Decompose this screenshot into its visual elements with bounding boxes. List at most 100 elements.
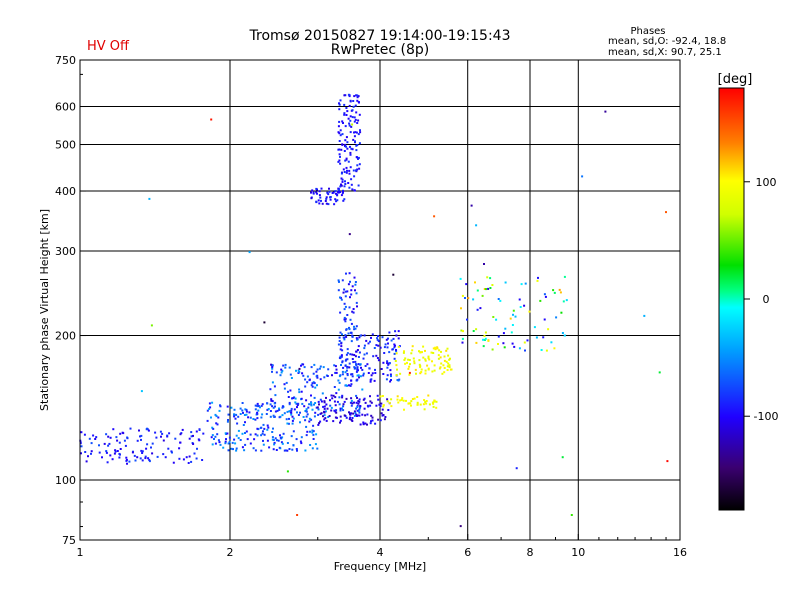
echo-point — [419, 403, 422, 406]
echo-point — [257, 409, 260, 412]
echo-point — [424, 359, 427, 362]
echo-point — [553, 347, 556, 350]
echo-point — [504, 327, 507, 330]
echo-point — [344, 305, 347, 308]
echo-point — [528, 310, 531, 313]
echo-point — [407, 358, 410, 361]
echo-point — [353, 354, 356, 356]
echo-point — [320, 187, 323, 190]
echo-point — [236, 422, 239, 425]
echo-point — [504, 281, 507, 284]
echo-point — [316, 406, 319, 409]
echo-point — [383, 346, 386, 349]
echo-point — [355, 131, 358, 134]
echo-point — [308, 420, 311, 423]
echo-point — [171, 451, 173, 454]
echo-point — [350, 293, 353, 296]
echo-point — [87, 455, 89, 458]
echo-point — [404, 357, 407, 360]
echo-point — [299, 440, 302, 443]
echo-point — [437, 354, 440, 357]
echo-point — [353, 276, 356, 279]
echo-point — [354, 283, 357, 286]
echo-point — [339, 134, 342, 137]
echo-point — [148, 460, 151, 463]
echo-point — [219, 443, 222, 446]
echo-point — [139, 457, 142, 460]
echo-point — [235, 447, 238, 450]
echo-point — [256, 427, 259, 430]
echo-point — [349, 384, 352, 387]
echo-point — [226, 432, 229, 435]
echo-point — [288, 448, 291, 450]
echo-point — [288, 401, 291, 404]
echo-point — [476, 308, 479, 311]
echo-point — [361, 368, 364, 371]
echo-point — [349, 131, 352, 134]
echo-point — [271, 431, 274, 433]
echo-point — [443, 371, 446, 374]
echo-point — [408, 371, 411, 374]
y-tick-label: 300 — [55, 245, 76, 258]
echo-point — [386, 360, 389, 363]
echo-point — [269, 388, 272, 391]
echo-point — [92, 434, 95, 437]
echo-point — [164, 456, 167, 459]
echo-point — [515, 467, 518, 470]
echo-point — [246, 438, 249, 441]
echo-point — [224, 442, 227, 445]
echo-point — [356, 396, 358, 399]
echo-point — [279, 415, 282, 418]
echo-point — [140, 449, 143, 452]
echo-point — [318, 194, 321, 197]
echo-point — [379, 419, 382, 422]
echo-point — [369, 404, 372, 407]
echo-point — [353, 401, 355, 404]
echo-point — [397, 337, 400, 340]
echo-point — [159, 430, 162, 433]
echo-point — [340, 194, 343, 197]
echo-point — [339, 407, 342, 410]
echo-point — [295, 438, 298, 441]
echo-point — [266, 424, 269, 427]
echo-point — [413, 360, 416, 363]
echo-point — [358, 167, 361, 170]
echo-point — [208, 407, 211, 410]
echo-point — [259, 406, 261, 409]
echo-point — [509, 317, 512, 320]
echo-point — [383, 418, 386, 421]
echo-point — [330, 394, 333, 397]
echo-point — [341, 133, 344, 136]
echo-point — [347, 182, 350, 184]
echo-point — [338, 103, 341, 106]
echo-point — [271, 370, 273, 373]
echo-point — [335, 409, 338, 412]
echo-point — [355, 144, 358, 147]
echo-point — [269, 410, 272, 412]
echo-point — [354, 140, 356, 143]
echo-point — [334, 365, 337, 368]
echo-point — [355, 325, 358, 328]
echo-point — [485, 288, 488, 291]
echo-point — [328, 187, 330, 190]
echo-point — [126, 437, 129, 440]
echo-point — [352, 105, 355, 108]
echo-point — [519, 306, 522, 308]
echo-point — [358, 142, 361, 145]
echo-point — [283, 383, 286, 386]
echo-point — [271, 405, 274, 408]
echo-point — [428, 403, 431, 406]
echo-point — [235, 449, 238, 452]
echo-point — [295, 369, 297, 372]
echo-point — [423, 399, 426, 401]
echo-point — [146, 427, 149, 430]
echo-point — [397, 330, 400, 333]
echo-point — [362, 374, 365, 377]
echo-point — [290, 435, 293, 438]
echo-point — [321, 202, 324, 205]
echo-point — [349, 331, 352, 334]
echo-point — [346, 373, 349, 375]
echo-point — [333, 400, 336, 403]
echo-point — [315, 375, 318, 378]
echo-point — [338, 102, 340, 105]
